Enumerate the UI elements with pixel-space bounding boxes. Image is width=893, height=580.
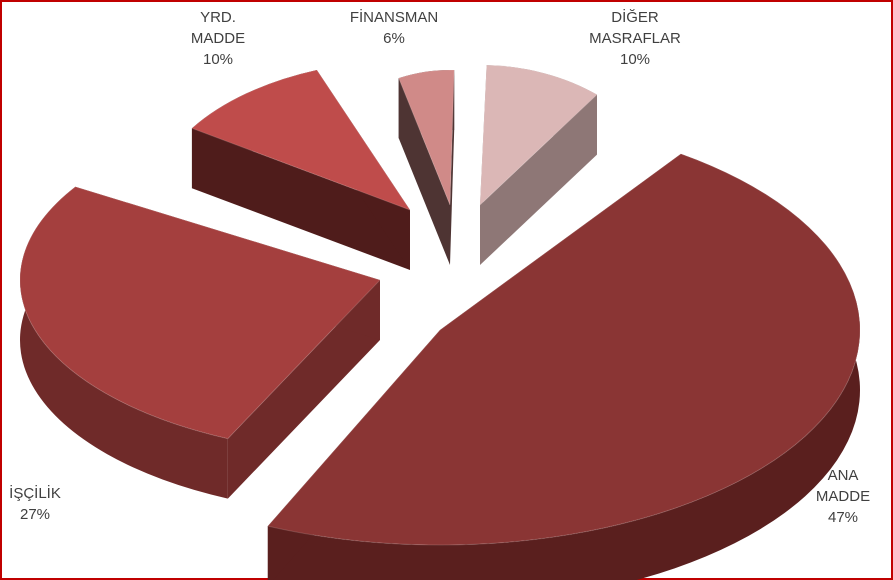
pie-slice: [479, 64, 598, 207]
pie-slice: [190, 69, 412, 212]
pie-top-layer: [19, 64, 861, 546]
slice-label: FİNANSMAN 6%: [350, 8, 438, 47]
pie-slice-wall: [450, 70, 455, 265]
pie-slice: [266, 153, 861, 546]
pie-slice-wall: [480, 94, 597, 265]
pie-slice-side: [267, 153, 860, 580]
pie-slice-side: [19, 186, 228, 499]
pie-slice-wall: [227, 280, 380, 499]
slice-label: İŞÇİLİK 27%: [9, 484, 61, 523]
pie-label-layer: ANA MADDE 47% İŞÇİLİK 27% YRD. MADDE 10% FİNANSM…: [9, 8, 870, 526]
pie-slice: [398, 69, 455, 206]
slice-label: YRD. MADDE 10%: [191, 9, 245, 68]
pie-slice-wall: [398, 78, 450, 265]
pie-slice: [19, 186, 381, 440]
pie-slice-wall: [191, 128, 410, 270]
slice-label: DİĞER MASRAFLAR 10%: [589, 8, 681, 68]
slice-label: ANA MADDE 47%: [816, 467, 870, 526]
